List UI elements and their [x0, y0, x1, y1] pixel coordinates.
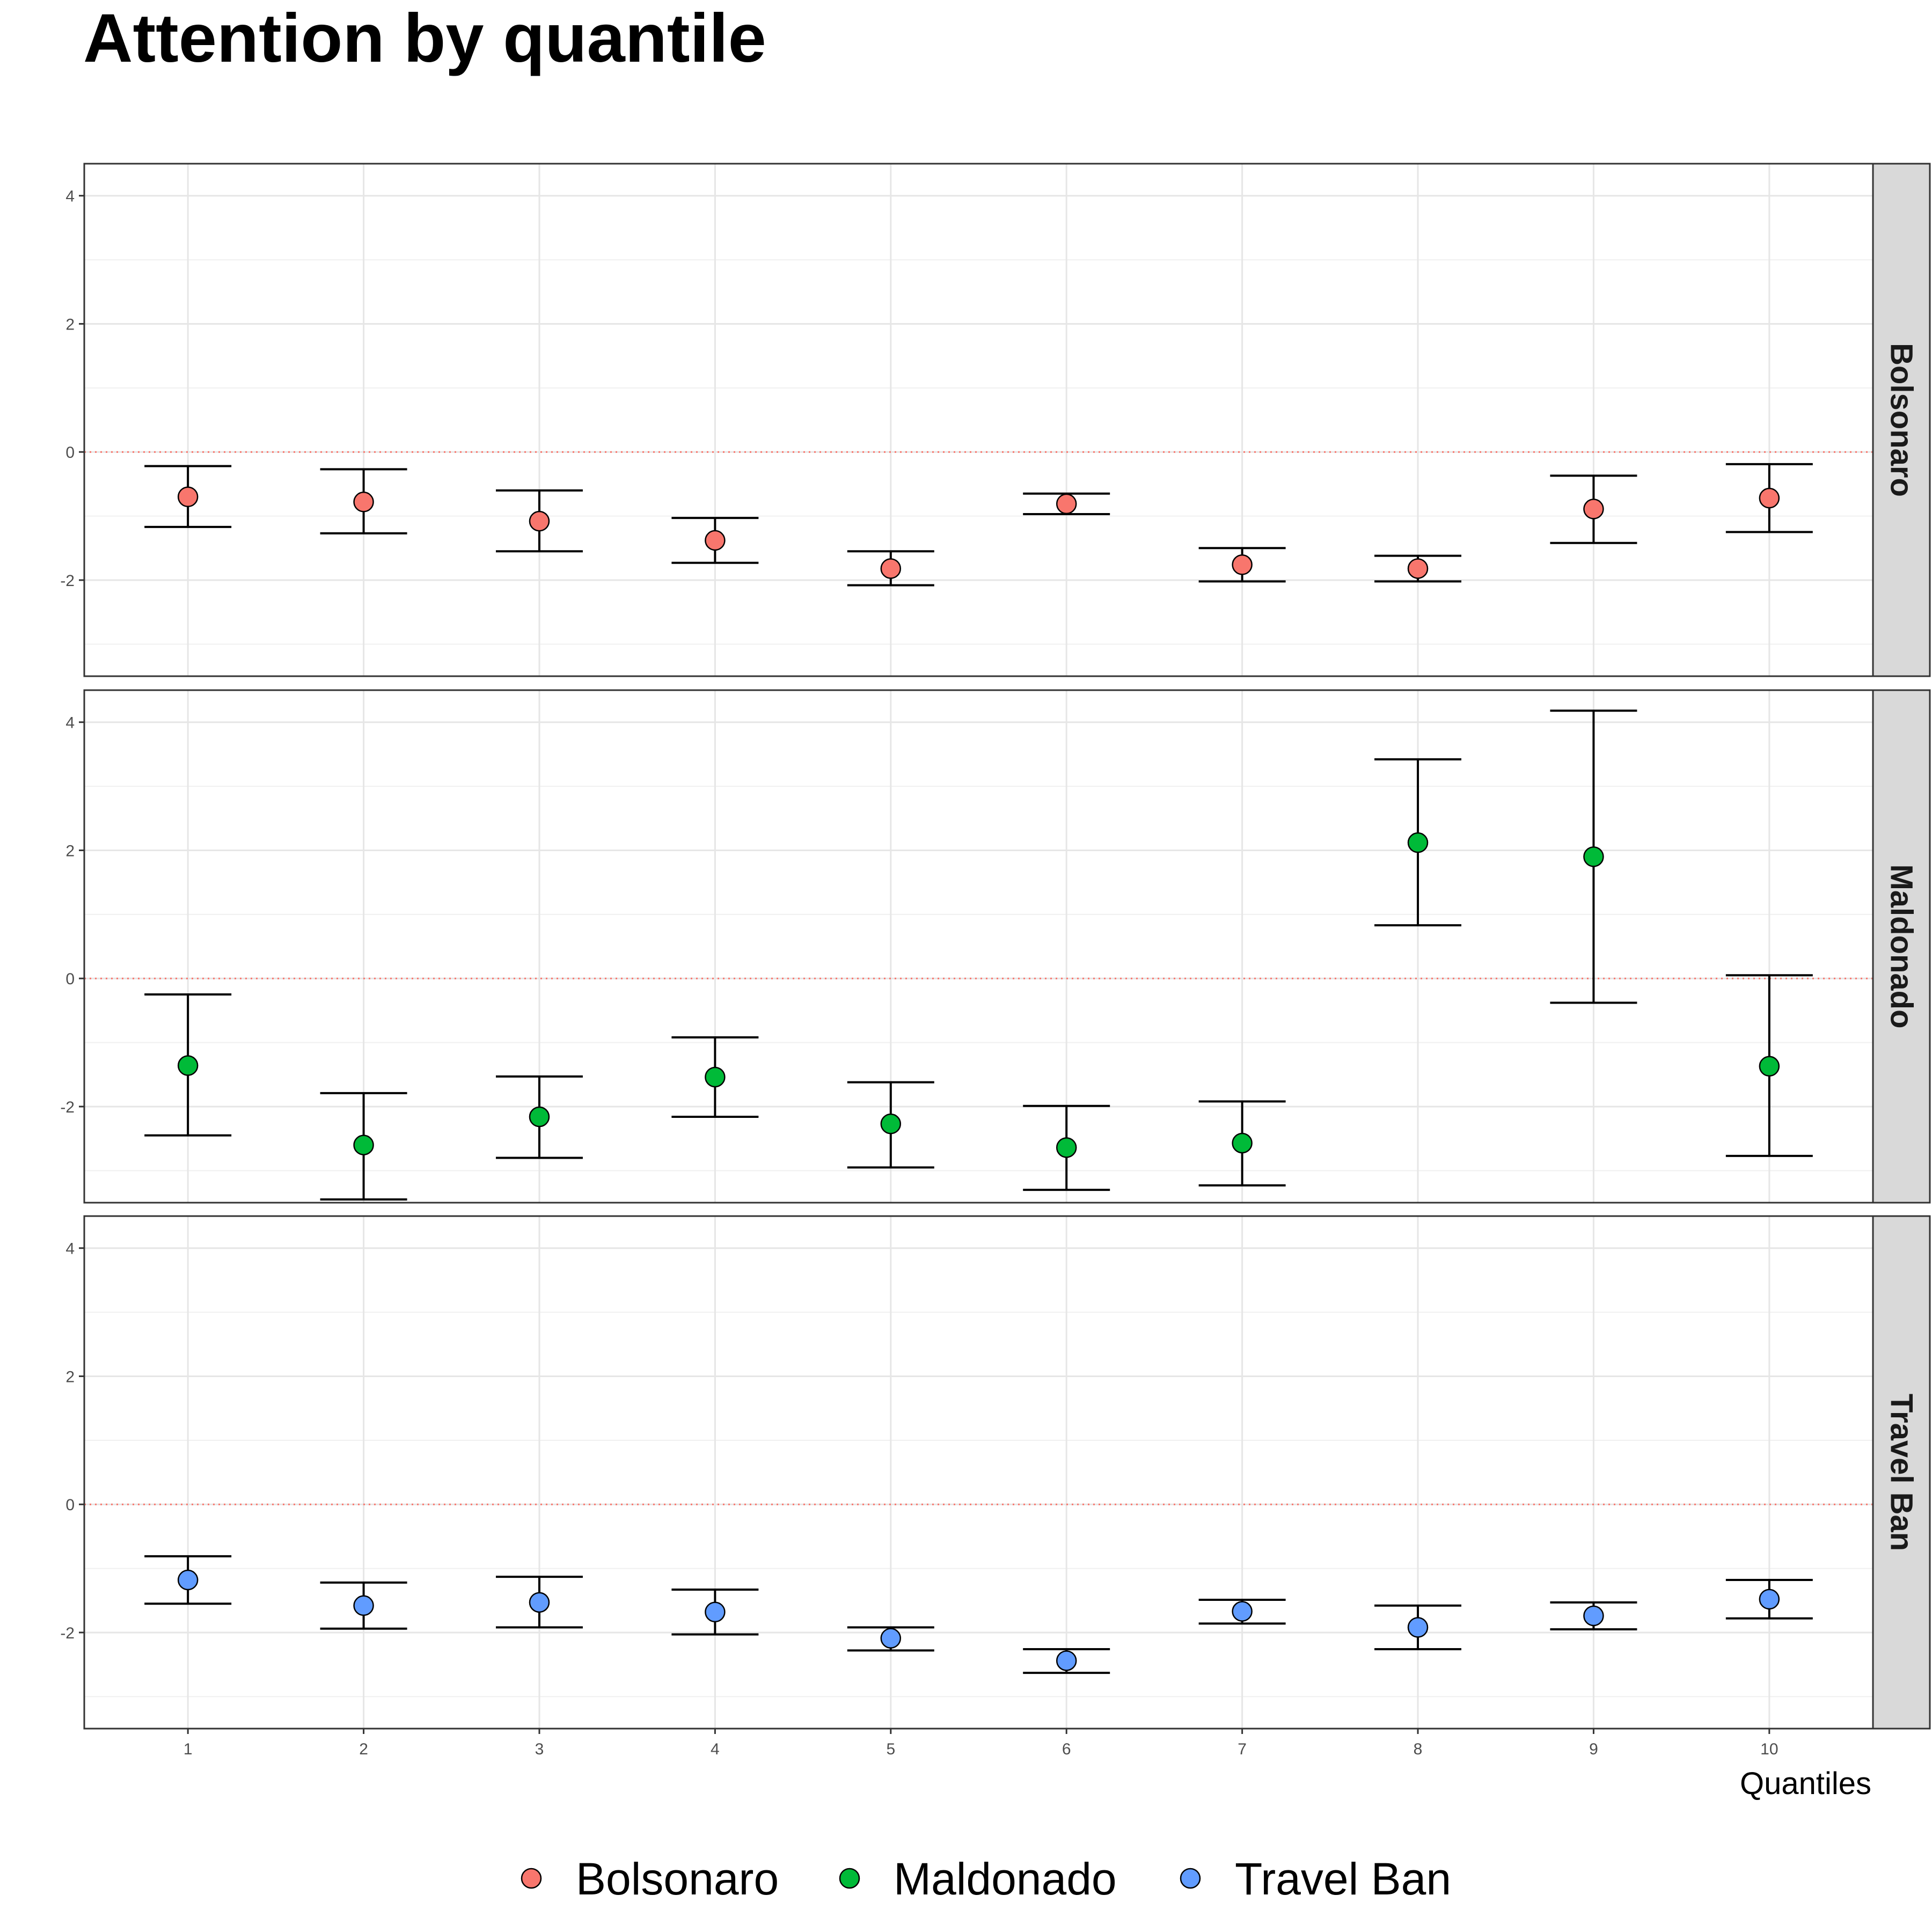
facet-strip	[1872, 1215, 1931, 1730]
chart-title: Attention by quantile	[83, 0, 766, 77]
data-point	[1407, 558, 1429, 579]
y-tick-label: -2	[60, 1624, 75, 1642]
panel-background	[84, 1216, 1873, 1729]
x-tick-label: 9	[1589, 1740, 1598, 1758]
data-point	[705, 1601, 726, 1622]
panel-bolsonaro: -2 0 2 4 Bolsonaro	[60, 163, 1931, 677]
panel-background	[84, 164, 1873, 676]
data-point	[1232, 1132, 1253, 1154]
facet-strip-label: Bolsonaro	[1884, 343, 1919, 497]
facet-panels: -2 0 2 4 Bolsonaro -2 0 2 4 Maldonado -2 0 2 4 Travel …	[60, 163, 1931, 1730]
legend-key	[521, 1868, 542, 1889]
data-point	[880, 558, 902, 579]
y-tick-label: 0	[65, 970, 75, 988]
x-tick-label: 8	[1414, 1740, 1423, 1758]
legend-label: Travel Ban	[1235, 1854, 1451, 1904]
legend-key	[839, 1868, 860, 1889]
data-point	[1056, 1137, 1077, 1158]
data-point	[1407, 1617, 1429, 1638]
data-point	[705, 530, 726, 551]
data-point	[705, 1066, 726, 1088]
legend-label: Maldonado	[894, 1854, 1117, 1904]
x-tick-label: 2	[359, 1740, 368, 1758]
x-axis-label: Quantiles	[1740, 1766, 1871, 1801]
panel-background	[84, 690, 1873, 1203]
data-point	[353, 1135, 374, 1155]
data-point	[1759, 1056, 1780, 1077]
y-tick-label: 2	[65, 316, 75, 333]
y-tick-label: 2	[65, 842, 75, 860]
y-tick-label: 0	[65, 1496, 75, 1514]
x-axis: 1 2 3 4 5 6 7 8 9 10	[184, 1729, 1779, 1758]
y-tick-label: 4	[65, 1240, 75, 1258]
data-point	[880, 1113, 902, 1135]
facet-strip	[1872, 163, 1931, 677]
legend-label: Bolsonaro	[576, 1854, 779, 1904]
data-point	[880, 1628, 902, 1649]
x-tick-label: 5	[886, 1740, 895, 1758]
data-point	[1232, 554, 1253, 575]
panel-travel-ban: -2 0 2 4 Travel Ban	[60, 1215, 1931, 1730]
data-point	[1407, 832, 1429, 853]
y-tick-label: 2	[65, 1368, 75, 1386]
data-point	[1583, 1605, 1604, 1627]
x-tick-label: 3	[535, 1740, 544, 1758]
data-point	[1759, 487, 1780, 509]
data-point	[1056, 493, 1077, 515]
data-point	[353, 492, 374, 513]
legend-item: Travel Ban	[1180, 1854, 1451, 1904]
facet-strip	[1872, 689, 1931, 1204]
data-point	[529, 1106, 550, 1128]
data-point	[529, 510, 550, 532]
data-point	[1232, 1601, 1253, 1622]
legend: Bolsonaro Maldonado Travel Ban	[521, 1854, 1451, 1904]
data-point	[1056, 1650, 1077, 1671]
x-tick-label: 6	[1062, 1740, 1071, 1758]
data-point	[1583, 499, 1604, 519]
y-tick-label: 4	[65, 714, 75, 732]
facet-strip-label: Travel Ban	[1884, 1394, 1919, 1551]
data-point	[177, 486, 199, 507]
y-tick-label: -2	[60, 1099, 75, 1116]
data-point	[353, 1595, 374, 1616]
facet-strip-label: Maldonado	[1884, 864, 1919, 1028]
data-point	[529, 1592, 550, 1613]
y-tick-label: 0	[65, 444, 75, 462]
panel-maldonado: -2 0 2 4 Maldonado	[60, 689, 1931, 1204]
legend-item: Bolsonaro	[521, 1854, 779, 1904]
legend-key	[1180, 1868, 1201, 1889]
data-point	[1759, 1589, 1780, 1610]
x-tick-label: 4	[711, 1740, 720, 1758]
y-tick-label: -2	[60, 572, 75, 590]
x-tick-label: 10	[1760, 1740, 1778, 1758]
data-point	[177, 1569, 199, 1591]
x-tick-label: 7	[1238, 1740, 1247, 1758]
x-tick-label: 1	[184, 1740, 193, 1758]
data-point	[177, 1055, 199, 1076]
y-tick-label: 4	[65, 188, 75, 206]
legend-item: Maldonado	[839, 1854, 1117, 1904]
data-point	[1583, 846, 1604, 867]
